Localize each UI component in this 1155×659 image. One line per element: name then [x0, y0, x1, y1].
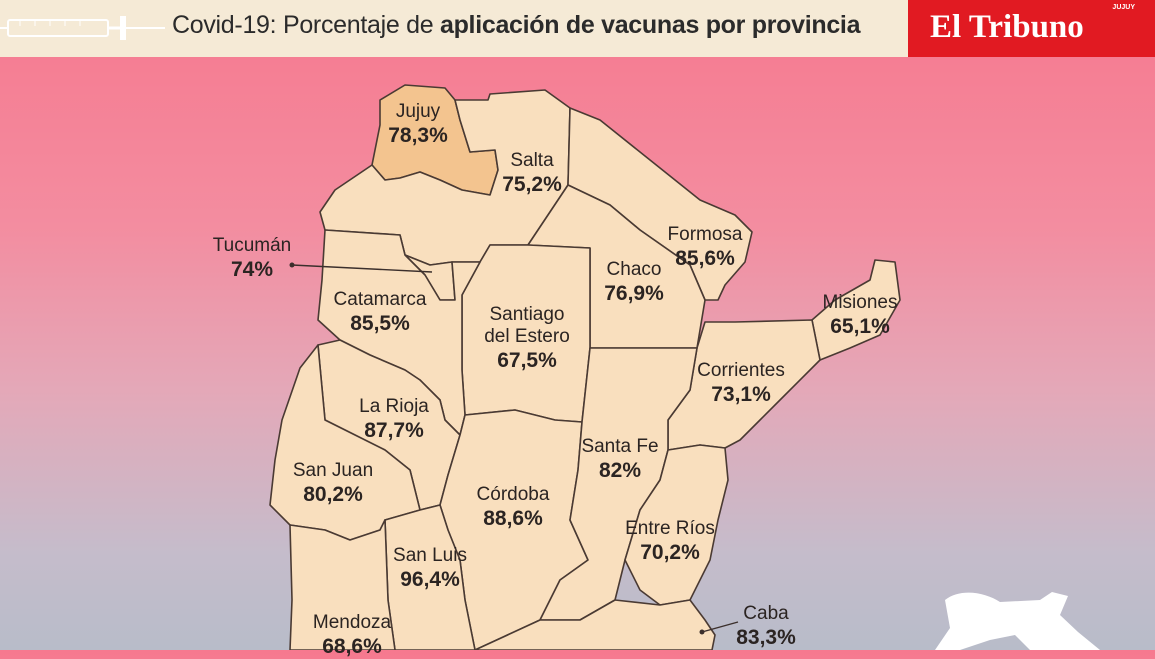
label-mendoza: Mendoza 68,6% [313, 612, 391, 659]
province-name: Formosa [667, 224, 743, 245]
province-name: Caba [743, 603, 789, 624]
province-name: Mendoza [312, 612, 392, 633]
province-misiones [811, 259, 901, 361]
province-name: Salta [510, 150, 554, 171]
province-name: Jujuy [395, 101, 441, 122]
province-name: Córdoba [476, 484, 550, 505]
province-percentage: 67,5% [497, 349, 557, 372]
province-percentage: 76,9% [604, 282, 664, 305]
province-percentage: 88,6% [483, 507, 543, 530]
province-name: San Luis [393, 545, 467, 566]
province-percentage: 85,5% [350, 312, 410, 335]
brand-logo: JUJUY El Tribuno [908, 0, 1155, 57]
label-formosa: Formosa 85,6% [668, 224, 743, 271]
province-percentage: 82% [598, 459, 642, 482]
province-name: Santa Fe [581, 436, 659, 457]
leader-dot-caba [699, 629, 705, 635]
province-name: Santiago [489, 304, 565, 325]
province-name: Tucumán [212, 235, 292, 256]
label-san-juan: San Juan 80,2% [293, 460, 373, 507]
label-santa-fe: Santa Fe 82% [581, 436, 658, 483]
label-tucuman: Tucumán 74% [213, 235, 292, 282]
province-name: La Rioja [359, 396, 429, 417]
title-plain: Covid-19: Porcentaje de [172, 11, 440, 39]
label-cordoba: Córdoba 88,6% [477, 484, 550, 531]
label-misiones: Misiones 65,1% [823, 292, 898, 339]
province-mendoza [289, 519, 396, 650]
province-name: Corrientes [697, 360, 785, 381]
label-la-rioja: La Rioja 87,7% [359, 396, 429, 443]
label-catamarca: Catamarca 85,5% [334, 289, 427, 336]
province-percentage: 70,2% [640, 541, 700, 564]
province-percentage: 74% [230, 258, 274, 281]
province-percentage: 65,1% [830, 315, 890, 338]
province-percentage: 75,2% [502, 173, 562, 196]
brand-tag: JUJUY [1112, 4, 1135, 11]
province-name: Catamarca [333, 289, 427, 310]
province-percentage: 80,2% [303, 483, 363, 506]
label-jujuy: Jujuy 78,3% [388, 101, 448, 148]
title-bold: aplicación de vacunas por provincia [439, 11, 861, 39]
province-entre-rios [624, 444, 729, 606]
province-name: San Juan [292, 460, 374, 481]
brand-name: El Tribuno [930, 9, 1084, 45]
province-percentage: 96,4% [400, 568, 460, 591]
page-title: Covid-19: Porcentaje de aplicación de va… [172, 11, 860, 40]
label-salta: Salta 75,2% [502, 150, 562, 197]
province-buenos-aires [474, 599, 716, 650]
label-corrientes: Corrientes 73,1% [697, 360, 785, 407]
province-percentage: 68,6% [322, 635, 382, 658]
province-percentage: 73,1% [711, 383, 771, 406]
province-percentage: 78,3% [388, 124, 448, 147]
province-percentage: 83,3% [736, 626, 796, 649]
syringe-icon [0, 16, 165, 40]
leader-caba [701, 621, 739, 633]
province-name: Entre Ríos [625, 518, 715, 539]
province-percentage: 87,7% [364, 419, 424, 442]
label-caba: Caba 83,3% [736, 603, 796, 650]
province-percentage: 85,6% [675, 247, 735, 270]
label-san-luis: San Luis 96,4% [393, 545, 467, 592]
header-bar: Covid-19: Porcentaje de aplicación de va… [0, 0, 1155, 57]
label-chaco: Chaco 76,9% [604, 259, 664, 306]
label-entre-rios: Entre Ríos 70,2% [625, 518, 715, 565]
province-name: Misiones [822, 292, 898, 313]
leader-tucuman [291, 264, 433, 273]
province-name: Chaco [606, 259, 662, 280]
province-name-line2: del Estero [484, 326, 570, 347]
label-santiago-del-estero: Santiago del Estero 67,5% [484, 304, 570, 373]
airplane-icon [935, 592, 1100, 650]
leader-dot-tucuman [289, 262, 295, 268]
